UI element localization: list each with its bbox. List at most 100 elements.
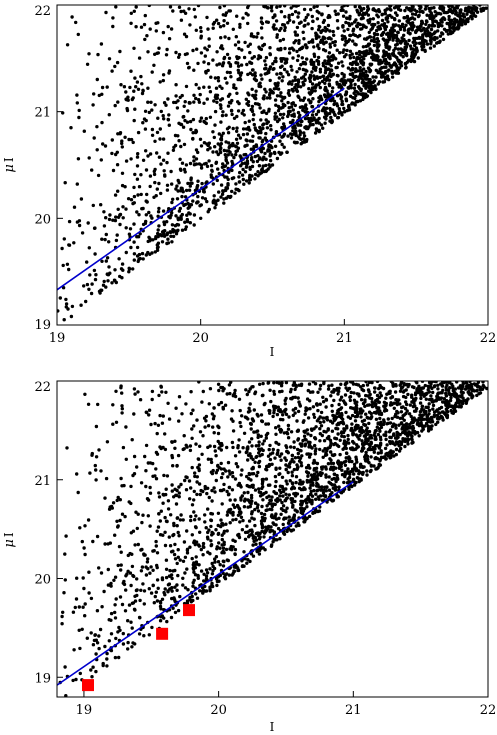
bottom-data-point	[169, 513, 173, 517]
top-data-point	[115, 163, 120, 167]
bottom-data-point	[86, 518, 91, 522]
top-data-point	[220, 86, 224, 91]
top-data-point	[346, 27, 350, 32]
bottom-data-point	[323, 465, 328, 469]
bottom-data-point	[249, 454, 253, 459]
top-data-point	[282, 122, 286, 126]
top-data-point	[69, 314, 74, 319]
bottom-data-point	[379, 394, 383, 398]
bottom-data-point	[307, 382, 312, 386]
top-data-point	[136, 87, 141, 92]
bottom-data-point	[326, 387, 331, 391]
bottom-data-point	[259, 413, 264, 417]
top-data-point	[342, 106, 346, 111]
bottom-data-point	[355, 392, 359, 396]
top-data-point	[100, 120, 104, 125]
top-data-point	[374, 75, 378, 79]
top-data-point	[388, 63, 392, 68]
top-data-point	[358, 22, 362, 27]
bottom-data-point	[436, 383, 440, 387]
bottom-data-point	[282, 516, 287, 520]
top-data-point	[262, 122, 266, 126]
top-data-point	[416, 14, 421, 19]
top-data-point	[237, 180, 242, 184]
bottom-data-point	[321, 416, 325, 420]
top-data-point	[110, 281, 114, 285]
bottom-data-point	[208, 585, 212, 589]
top-data-point	[319, 123, 324, 127]
bottom-data-point	[370, 381, 374, 385]
top-data-point	[175, 184, 179, 188]
top-data-point	[92, 268, 97, 273]
top-data-point	[107, 57, 112, 61]
bottom-data-point	[273, 456, 277, 460]
top-data-point	[427, 6, 431, 11]
top-data-point	[188, 101, 192, 105]
top-data-point	[369, 39, 374, 43]
top-data-point	[312, 77, 317, 81]
bottom-data-point	[271, 414, 275, 419]
bottom-data-point	[252, 430, 256, 434]
bottom-data-point	[221, 472, 225, 476]
bottom-data-point	[240, 564, 245, 568]
top-data-point	[203, 120, 207, 125]
top-data-point	[326, 67, 331, 71]
top-data-point	[408, 59, 412, 63]
top-data-point	[240, 173, 245, 177]
bottom-data-point	[189, 514, 193, 519]
bottom-data-point	[373, 390, 377, 394]
top-data-point	[141, 206, 145, 211]
top-data-point	[245, 139, 249, 143]
bottom-data-point	[253, 460, 257, 464]
top-data-point	[235, 126, 239, 130]
top-data-point	[296, 54, 301, 58]
bottom-data-point	[132, 412, 136, 416]
top-data-point	[235, 14, 239, 18]
top-data-point	[318, 97, 322, 101]
bottom-data-point	[415, 381, 419, 385]
top-data-point	[357, 13, 361, 17]
top-data-point	[399, 63, 404, 68]
top-data-point	[113, 268, 117, 272]
bottom-data-point	[374, 399, 378, 403]
top-x-ticks: 19 20 21 22	[49, 319, 496, 346]
top-data-point	[317, 24, 321, 29]
top-data-point	[412, 43, 417, 48]
top-data-point	[223, 76, 227, 81]
bottom-data-point	[227, 383, 232, 387]
top-data-point	[148, 174, 153, 178]
bottom-data-point	[138, 598, 142, 603]
bottom-data-point	[209, 511, 213, 516]
top-data-point	[284, 57, 288, 62]
top-data-point	[127, 266, 131, 270]
top-data-point	[134, 5, 138, 9]
bottom-data-point	[116, 524, 120, 528]
bottom-data-point	[181, 583, 185, 587]
top-data-point	[155, 151, 159, 155]
top-data-point	[378, 67, 382, 71]
bottom-data-point	[183, 478, 187, 483]
top-data-point	[205, 164, 210, 169]
top-data-point	[378, 62, 382, 66]
bottom-data-point	[324, 405, 328, 409]
bottom-data-point	[432, 414, 436, 419]
top-data-point	[344, 20, 348, 25]
bottom-data-point	[237, 397, 242, 401]
top-data-point	[193, 15, 197, 19]
top-data-point	[248, 165, 252, 170]
bottom-data-point	[94, 468, 98, 472]
top-data-point	[117, 257, 121, 261]
top-data-point	[164, 53, 169, 57]
bottom-data-point	[181, 518, 185, 522]
bottom-data-point	[125, 572, 129, 576]
top-data-point	[268, 46, 272, 50]
bottom-data-point	[268, 483, 272, 487]
bottom-data-point	[239, 424, 243, 429]
top-data-point	[376, 21, 380, 25]
top-data-point	[146, 100, 150, 104]
top-data-point	[295, 58, 300, 63]
top-data-point	[259, 130, 263, 135]
bottom-data-point	[236, 444, 240, 448]
top-data-point	[121, 216, 125, 220]
bottom-data-point	[76, 490, 80, 495]
